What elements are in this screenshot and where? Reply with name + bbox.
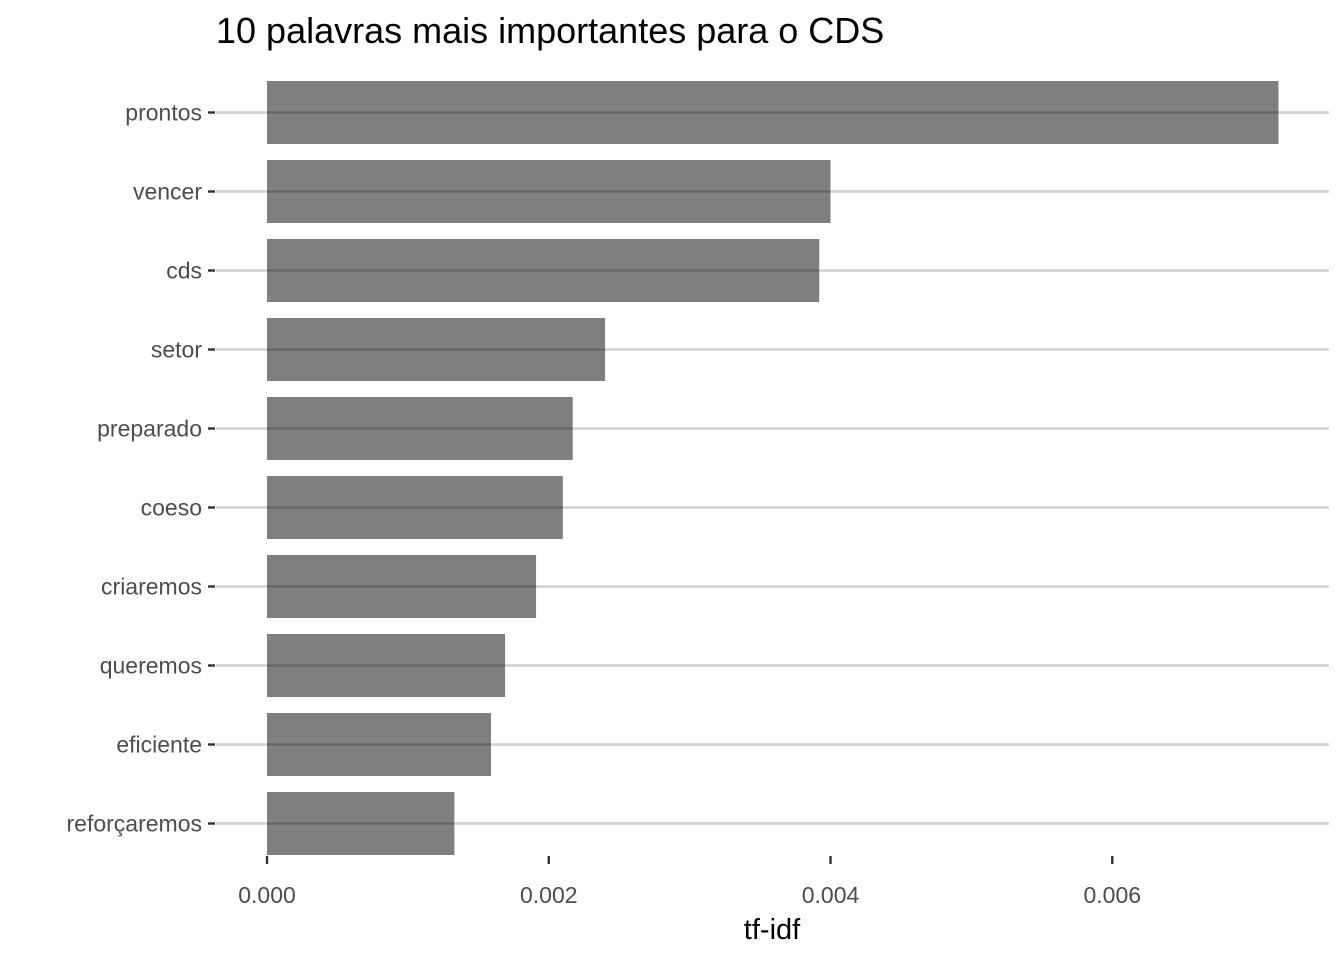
y-tick-label: preparado <box>97 416 202 442</box>
y-tick-label: queremos <box>100 653 202 679</box>
y-tick-label: prontos <box>125 100 202 126</box>
y-tick-label: coeso <box>141 495 202 521</box>
x-tick-label: 0.004 <box>802 882 860 908</box>
bar-5 <box>267 476 563 539</box>
bars <box>267 81 1279 855</box>
bar-7 <box>267 634 506 697</box>
bar-8 <box>267 713 491 776</box>
bar-0 <box>267 81 1279 144</box>
y-tick-label: cds <box>166 258 202 284</box>
y-tick-label: setor <box>151 337 202 363</box>
bar-4 <box>267 397 573 460</box>
y-tick-label: criaremos <box>101 574 202 600</box>
y-tick-label: vencer <box>133 179 202 205</box>
bar-3 <box>267 318 606 381</box>
y-tick-label: reforçaremos <box>67 811 202 837</box>
chart-title: 10 palavras mais importantes para o CDS <box>216 10 884 51</box>
bar-2 <box>267 239 820 302</box>
bar-9 <box>267 792 455 855</box>
x-axis: 0.000 0.002 0.004 0.006 <box>238 856 1141 908</box>
x-axis-title: tf-idf <box>744 914 801 946</box>
y-axis: prontos vencer cds setor preparado coeso criar… <box>67 100 215 837</box>
bar-1 <box>267 160 831 223</box>
bar-6 <box>267 555 537 618</box>
x-tick-label: 0.000 <box>238 882 296 908</box>
x-tick-label: 0.006 <box>1083 882 1141 908</box>
y-tick-label: eficiente <box>116 732 202 758</box>
x-tick-label: 0.002 <box>520 882 578 908</box>
